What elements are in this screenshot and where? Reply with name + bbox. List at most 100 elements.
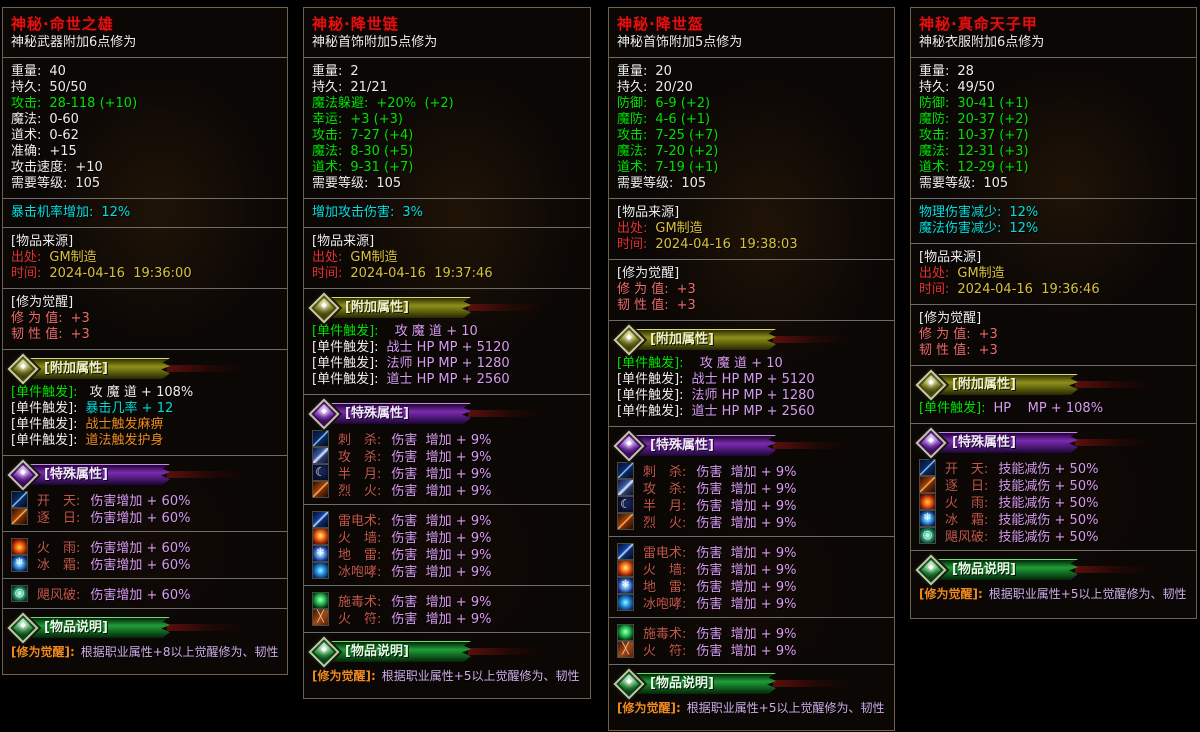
banner-label: [物品说明] <box>952 562 1016 577</box>
awaken-label: 韧 性 值: <box>919 343 971 358</box>
divider <box>609 57 894 58</box>
trigger-row: [单件触发]: 暴击几率 + 12 <box>11 401 279 417</box>
trigger-row: [单件触发]: 战士 HP MP + 5120 <box>617 372 886 388</box>
awaken-value: +3 <box>676 298 696 313</box>
divider <box>911 365 1196 366</box>
fire-talisman-icon <box>617 641 634 658</box>
stat-row: 攻击: 28-118 (+10) <box>11 96 279 112</box>
skill-value: 伤害 增加 + 9% <box>391 484 492 499</box>
stat-value: 49/50 <box>957 80 995 95</box>
divider <box>911 550 1196 551</box>
divider <box>911 198 1196 199</box>
awaken-row: 韧 性 值: +3 <box>11 327 279 343</box>
source-value: 2024-04-16 19:36:46 <box>957 282 1100 297</box>
skill-row: 开 天: 伤害增加 + 60% <box>11 491 279 509</box>
divider <box>609 664 894 665</box>
awaken-note-row: [修为觉醒]: 根据职业属性+5以上觉醒修为、韧性 <box>617 700 886 717</box>
stat-value: 20/20 <box>655 80 693 95</box>
trigger-label: [单件触发]: <box>11 433 78 448</box>
bonus-value: 12% <box>1009 205 1039 220</box>
skill-name: 雷电术: <box>643 546 687 561</box>
source-label: 出处: <box>617 221 648 236</box>
skill-name: 烈 火: <box>338 484 382 499</box>
skill-value: 技能减伤 + 50% <box>998 479 1099 494</box>
skill-row: 烈 火: 伤害 增加 + 9% <box>312 481 582 499</box>
banner-label: [特殊属性] <box>44 467 108 482</box>
skill-name: 半 月: <box>338 467 382 482</box>
blaze-slash-icon <box>617 513 634 530</box>
banner-tail-decoration <box>167 471 245 478</box>
skill-value: 伤害 增加 + 9% <box>391 433 492 448</box>
bonus-label: 增加攻击伤害: <box>312 205 395 220</box>
source-row: 出处: GM制造 <box>11 250 279 266</box>
source-label: 出处: <box>312 250 343 265</box>
trigger-value: HP MP + 108% <box>993 401 1104 416</box>
stat-value: 105 <box>376 176 402 191</box>
stat-value: +10 <box>75 160 103 175</box>
addon-attributes-banner: [附加属性] <box>915 369 1188 401</box>
skill-row: 半 月: 伤害 增加 + 9% <box>617 496 886 514</box>
special-attributes-banner: [特殊属性] <box>308 398 582 430</box>
stat-row: 道术: 0-62 <box>11 128 279 144</box>
banner-label: [物品说明] <box>650 676 714 691</box>
stat-label: 魔法: <box>312 144 343 159</box>
ice-frost-icon <box>11 555 28 572</box>
trigger-label: [单件触发]: <box>617 388 684 403</box>
skill-value: 伤害 增加 + 9% <box>391 612 492 627</box>
divider <box>304 227 590 228</box>
skill-row: 刺 杀: 伤害 增加 + 9% <box>312 430 582 448</box>
skill-value: 伤害 增加 + 9% <box>696 580 797 595</box>
half-moon-icon <box>617 496 634 513</box>
item-title: 神秘·降世盔 <box>617 15 704 33</box>
stat-row: 重量: 40 <box>11 64 279 80</box>
stat-value: 28-118 (+10) <box>49 96 138 111</box>
skill-name: 冰 霜: <box>945 513 989 528</box>
addon-attributes-banner: [附加属性] <box>308 292 582 324</box>
banner-label: [特殊属性] <box>345 406 409 421</box>
trigger-row: [单件触发]: 攻 魔 道 + 10 <box>312 324 582 340</box>
awaken-note-label: [修为觉醒]: <box>919 587 983 601</box>
source-value: GM制造 <box>957 266 1005 281</box>
lightning-bolt-icon <box>312 511 329 528</box>
stat-value: 4-6 (+1) <box>655 112 711 127</box>
stat-label: 魔法: <box>11 112 42 127</box>
awaken-label: 修 为 值: <box>11 311 63 326</box>
awaken-value: +3 <box>978 343 998 358</box>
awaken-value: +3 <box>676 282 696 297</box>
divider <box>911 304 1196 305</box>
fire-rain-icon <box>11 538 28 555</box>
stat-label: 魔法: <box>617 144 648 159</box>
divider <box>3 578 287 579</box>
stat-value: 105 <box>681 176 707 191</box>
addon-attributes-banner: [附加属性] <box>613 324 886 356</box>
source-header: [物品来源] <box>11 234 74 249</box>
trigger-label: [单件触发]: <box>312 340 379 355</box>
divider <box>304 198 590 199</box>
stat-value: 105 <box>983 176 1009 191</box>
sun-chase-slash-icon <box>919 476 936 493</box>
bonus-value: 12% <box>101 205 131 220</box>
skill-value: 伤害 增加 + 9% <box>696 563 797 578</box>
skill-value: 伤害增加 + 60% <box>90 541 191 556</box>
item-title: 神秘·命世之雄 <box>11 15 114 33</box>
skill-value: 伤害 增加 + 9% <box>696 465 797 480</box>
stat-row: 道术: 12-29 (+1) <box>919 160 1188 176</box>
stat-value: 6-9 (+2) <box>655 96 711 111</box>
source-label: 时间: <box>919 282 950 297</box>
skill-value: 伤害增加 + 60% <box>90 588 191 603</box>
stat-row: 重量: 2 <box>312 64 582 80</box>
stat-label: 攻击: <box>11 96 42 111</box>
trigger-label: [单件触发]: <box>312 372 379 387</box>
divider <box>3 288 287 289</box>
source-row: 出处: GM制造 <box>617 221 886 237</box>
skill-row: 地 雷: 伤害 增加 + 9% <box>312 545 582 563</box>
skill-value: 伤害 增加 + 9% <box>696 597 797 612</box>
awaken-label: 韧 性 值: <box>11 327 63 342</box>
stat-value: 10-37 (+7) <box>957 128 1029 143</box>
banner-tail-decoration <box>773 336 851 343</box>
item-title: 神秘·真命天子甲 <box>919 15 1038 33</box>
stat-label: 魔防: <box>919 112 950 127</box>
stat-row: 魔法: 7-20 (+2) <box>617 144 886 160</box>
fire-wall-icon <box>312 528 329 545</box>
stat-row: 魔法: 12-31 (+3) <box>919 144 1188 160</box>
